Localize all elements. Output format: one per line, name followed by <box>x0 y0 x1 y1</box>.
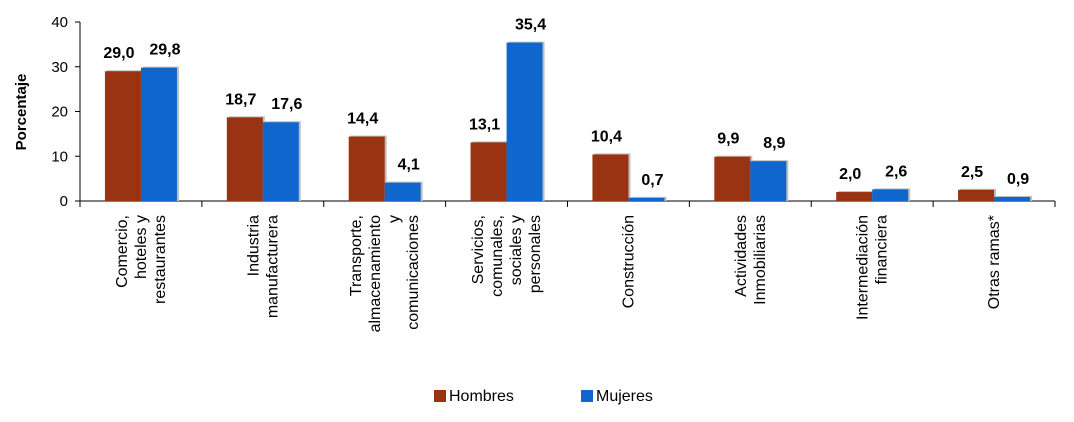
category-label-line: Inmobiliarias <box>752 215 769 305</box>
category-label-line: comunales, <box>489 215 506 297</box>
category-label-line: restaurantes <box>152 215 169 304</box>
category-label-line: hoteles y <box>133 215 150 279</box>
bar-hombres <box>470 142 507 201</box>
bar-mujeres <box>140 67 177 202</box>
category-label-line: Construcción <box>620 215 637 308</box>
bar-mujeres <box>750 161 787 201</box>
category-label: Intermediación financiera <box>855 215 891 320</box>
data-label-mujeres: 0,7 <box>641 172 663 189</box>
data-labels: 29,0 29,8 18,7 17,6 14,4 4,1 13,1 35,4 10,4 0,7 9,… <box>103 17 1029 189</box>
bar-hombres <box>958 189 995 201</box>
bar-mujeres <box>262 122 299 201</box>
data-label-mujeres: 35,4 <box>515 17 546 34</box>
y-tick-label: 0 <box>60 193 68 210</box>
axes: 0 10 20 30 40 <box>51 14 1056 210</box>
category-label-line: almacenamiento <box>367 215 384 333</box>
data-label-hombres: 14,4 <box>347 111 378 128</box>
data-label-hombres: 2,0 <box>839 166 861 183</box>
category-label-line: comunicaciones <box>405 215 422 330</box>
legend-label-mujeres: Mujeres <box>596 388 653 405</box>
data-label-mujeres: 4,1 <box>398 157 420 174</box>
category-label: Actividades Inmobiliarias <box>733 215 769 305</box>
data-label-hombres: 9,9 <box>717 131 739 148</box>
data-label-mujeres: 2,6 <box>885 163 907 180</box>
category-labels: Comercio, hoteles y restaurantes Industria m… <box>114 215 1003 333</box>
category-label-line: Intermediación <box>855 215 872 320</box>
category-label: Comercio, hoteles y restaurantes <box>114 215 169 304</box>
y-tick-label: 30 <box>51 59 68 76</box>
legend-swatch-mujeres <box>581 390 593 402</box>
legend-label-hombres: Hombres <box>449 388 514 405</box>
category-label-line: Servicios, <box>470 215 487 284</box>
bar-hombres <box>714 156 751 201</box>
bar-mujeres <box>994 196 1031 201</box>
bar-mujeres <box>872 189 909 201</box>
data-label-mujeres: 29,8 <box>149 42 180 59</box>
category-label: Industria manufacturera <box>245 215 281 318</box>
data-label-hombres: 18,7 <box>225 91 256 108</box>
data-label-hombres: 13,1 <box>469 116 500 133</box>
category-label: Otras ramas* <box>986 215 1003 309</box>
y-tick-label: 40 <box>51 14 68 31</box>
bar-mujeres <box>384 182 421 201</box>
category-label: Transporte, almacenamiento y comunicaciones <box>348 215 422 333</box>
bar-mujeres <box>506 42 543 202</box>
data-label-mujeres: 0,9 <box>1007 171 1029 188</box>
category-label-line: Industria <box>245 215 262 276</box>
y-tick-label: 20 <box>51 104 68 121</box>
category-label-line: manufacturera <box>264 215 281 318</box>
bar-hombres <box>592 154 629 201</box>
y-axis-label: Porcentaje <box>13 74 30 151</box>
legend: Hombres Mujeres <box>434 388 653 405</box>
category-label-line: y <box>386 215 403 223</box>
bar-hombres <box>836 192 873 201</box>
bar-hombres <box>104 71 141 201</box>
bar-mujeres <box>628 197 665 201</box>
category-label: Construcción <box>620 215 637 308</box>
bars <box>104 41 1033 202</box>
data-label-hombres: 29,0 <box>103 45 134 62</box>
category-label-line: sociales y <box>508 215 525 285</box>
category-label-line: Comercio, <box>114 215 131 288</box>
category-label-line: Actividades <box>733 215 750 297</box>
bar-hombres <box>226 117 263 201</box>
bar-hombres <box>348 136 385 201</box>
category-label-line: personales <box>527 215 544 293</box>
category-label-line: Otras ramas* <box>986 215 1003 309</box>
data-label-hombres: 10,4 <box>591 128 622 145</box>
data-label-hombres: 2,5 <box>961 164 983 181</box>
category-label-line: Transporte, <box>348 215 365 296</box>
category-label: Servicios, comunales, sociales y personales <box>470 215 544 297</box>
y-tick-label: 10 <box>51 148 68 165</box>
category-label-line: financiera <box>874 215 891 284</box>
legend-swatch-hombres <box>434 390 446 402</box>
data-label-mujeres: 8,9 <box>763 135 785 152</box>
data-label-mujeres: 17,6 <box>271 96 302 113</box>
